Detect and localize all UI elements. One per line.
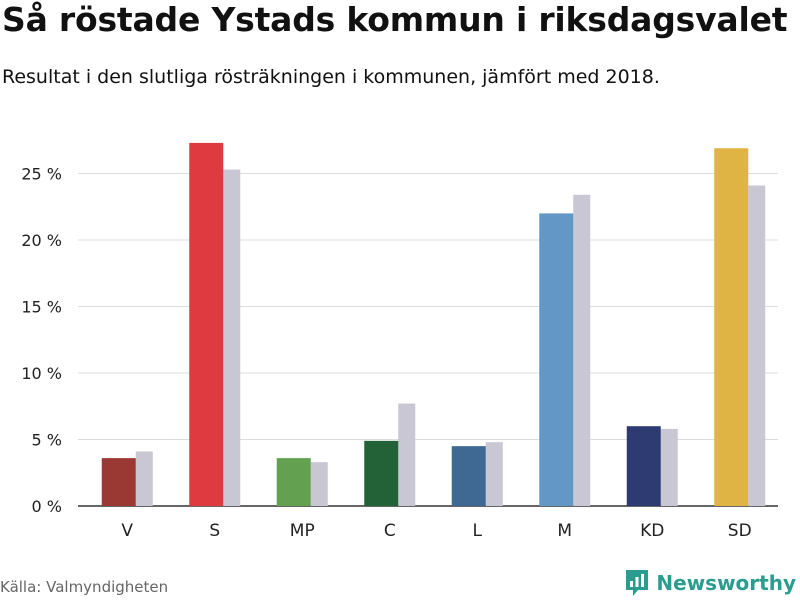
y-tick-label: 25 % — [21, 165, 62, 184]
bar-current — [714, 148, 749, 507]
bar-current — [626, 426, 661, 506]
bar-chart: 0 % 5 % 10 % 15 % 20 % 25 % V S MP C L M KD SD — [21, 142, 778, 541]
category-label: MP — [290, 521, 315, 541]
bar-chart-icon — [626, 570, 649, 596]
category-label: L — [473, 521, 483, 541]
brand-name: Newsworthy — [656, 571, 796, 595]
source-note: Källa: Valmyndigheten — [0, 578, 169, 596]
category-label: V — [121, 521, 133, 541]
bar-previous — [398, 403, 416, 506]
y-tick-label: 0 % — [32, 497, 62, 516]
category-label: S — [209, 521, 220, 541]
chart-subtitle: Resultat i den slutliga rösträkningen i … — [2, 66, 660, 88]
category-label: C — [384, 521, 396, 541]
bar-previous — [748, 185, 766, 506]
bar-previous — [573, 194, 591, 506]
category-label: SD — [728, 521, 752, 541]
chart-title: Så röstade Ystads kommun i riksdagsvalet — [2, 0, 788, 39]
bar-current — [189, 142, 224, 506]
bar-current — [101, 458, 136, 506]
bar-current — [276, 458, 311, 506]
y-tick-label: 20 % — [21, 231, 62, 250]
y-tick-label: 10 % — [21, 364, 62, 383]
bar-previous — [135, 451, 153, 506]
bar-current — [451, 446, 486, 506]
brand-logo: Newsworthy — [624, 568, 796, 598]
bar-previous — [660, 428, 678, 506]
bar-current — [364, 440, 399, 506]
y-tick-label: 5 % — [32, 431, 62, 450]
y-tick-label: 15 % — [21, 298, 62, 317]
bar-previous — [223, 169, 241, 506]
bar-previous — [485, 442, 503, 506]
bar-previous — [310, 462, 328, 506]
bar-current — [539, 213, 574, 506]
category-label: M — [557, 521, 572, 541]
category-label: KD — [640, 521, 664, 541]
